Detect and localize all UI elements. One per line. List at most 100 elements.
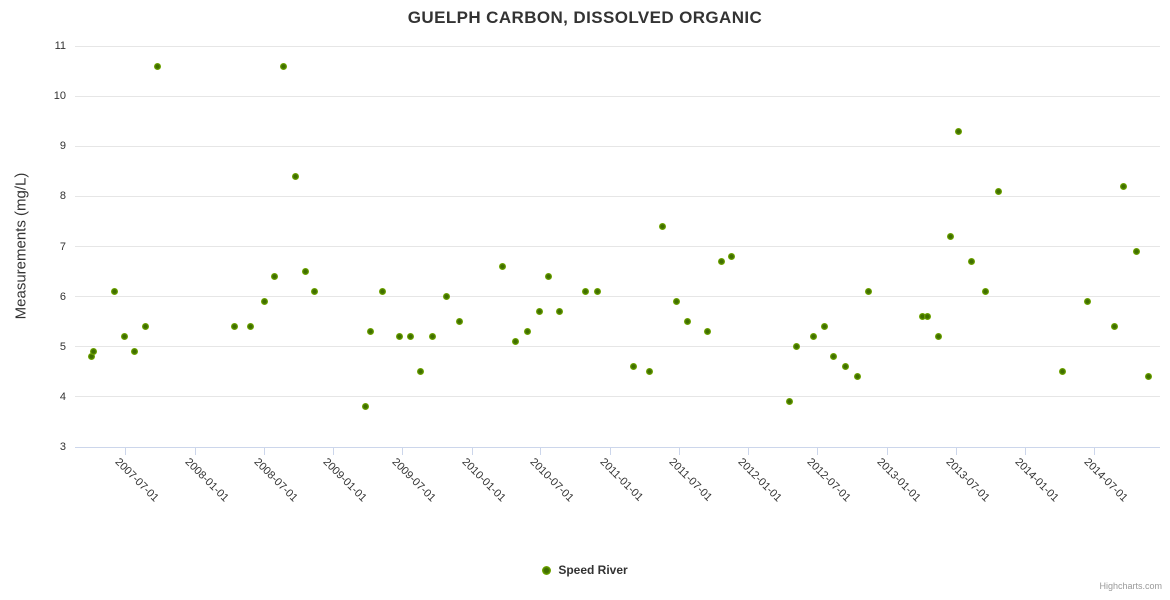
data-point[interactable] [1144,373,1152,381]
x-axis-tick-label: 2014-07-01 [1081,456,1130,505]
x-axis-tick-label: 2008-07-01 [251,456,300,505]
y-axis-tick-label: 3 [59,441,66,453]
data-point[interactable] [683,318,691,326]
x-axis-tick-mark [471,448,473,455]
x-axis-tick-label: 2013-01-01 [874,456,923,505]
data-point[interactable] [594,288,602,296]
data-point[interactable] [301,268,309,276]
data-point[interactable] [865,288,873,296]
x-axis-tick-label: 2013-07-01 [943,456,992,505]
data-point[interactable] [141,323,149,331]
data-point[interactable] [90,348,98,356]
data-point[interactable] [261,298,269,306]
x-axis-tick-label: 2007-07-01 [112,456,161,505]
data-point[interactable] [793,343,801,351]
data-point[interactable] [279,62,287,70]
x-axis-tick-mark [194,448,196,455]
data-point[interactable] [853,373,861,381]
data-point[interactable] [110,288,118,296]
data-point[interactable] [785,398,793,406]
data-point[interactable] [646,368,654,376]
data-point[interactable] [130,348,138,356]
x-axis-tick-label: 2011-01-01 [597,456,646,504]
x-axis-tick-mark [955,448,957,455]
data-point[interactable] [556,308,564,316]
data-point[interactable] [511,338,519,346]
chart-title: GUELPH CARBON, DISSOLVED ORGANIC [407,8,763,27]
x-axis-tick-mark [887,448,889,455]
data-point[interactable] [395,333,403,341]
highcharts-credit-link[interactable]: Highcharts.com [1099,581,1162,591]
data-point[interactable] [416,368,424,376]
data-point[interactable] [428,333,436,341]
y-gridline [75,195,1160,197]
data-point[interactable] [582,288,590,296]
data-point[interactable] [498,263,506,271]
data-point[interactable] [923,313,931,321]
data-point[interactable] [629,363,637,371]
data-point[interactable] [946,232,954,240]
data-point[interactable] [968,258,976,266]
y-gridline [75,145,1160,147]
data-point[interactable] [820,323,828,331]
data-point[interactable] [1120,182,1128,190]
data-point[interactable] [809,333,817,341]
x-axis-tick-mark [125,448,127,455]
data-point[interactable] [842,363,850,371]
data-point[interactable] [442,293,450,301]
data-point[interactable] [406,333,414,341]
x-axis-tick-label: 2012-01-01 [735,456,785,505]
y-axis-tick-label: 11 [54,40,66,52]
x-axis-tick-label: 2008-01-01 [182,456,231,505]
data-point[interactable] [545,273,553,281]
data-point[interactable] [230,323,238,331]
data-point[interactable] [672,298,680,306]
x-axis-tick-mark [817,448,819,455]
y-axis-tick-label: 10 [53,90,66,103]
y-gridline [75,95,1160,97]
x-axis-tick-mark [263,448,265,455]
data-point[interactable] [379,288,387,296]
y-axis-tick-label: 6 [59,290,66,303]
y-axis-tick-label: 9 [59,140,66,153]
data-point[interactable] [523,328,531,336]
data-point[interactable] [120,333,128,341]
x-axis-tick-label: 2009-07-01 [389,456,438,505]
data-point[interactable] [154,62,162,70]
data-point[interactable] [918,313,926,321]
data-point[interactable] [1084,298,1092,306]
x-axis-tick-mark [748,448,750,455]
data-point[interactable] [1058,368,1066,376]
data-point[interactable] [1111,323,1119,331]
data-point[interactable] [704,328,711,336]
data-point[interactable] [362,403,370,411]
series-marker-icon [542,565,552,575]
data-point[interactable] [829,353,837,361]
legend-item-speed-river[interactable]: Speed River [542,563,628,577]
x-axis-tick-label: 2010-07-01 [527,456,577,505]
y-axis-tick-label: 7 [59,240,66,253]
data-point[interactable] [1132,248,1140,255]
data-point[interactable] [292,172,300,180]
data-point[interactable] [995,187,1003,195]
data-point[interactable] [367,328,375,336]
data-point[interactable] [455,318,463,326]
x-axis-tick-label: 2010-01-01 [459,456,508,505]
x-axis-tick-mark [540,448,542,455]
y-axis-tick-label: 5 [59,340,66,353]
data-point[interactable] [311,288,319,296]
x-axis-tick-mark [1025,448,1027,455]
data-point[interactable] [270,273,278,281]
data-point[interactable] [247,323,255,331]
data-point[interactable] [659,222,667,230]
data-point[interactable] [935,333,943,341]
data-point[interactable] [955,127,963,135]
data-point[interactable] [982,288,990,296]
data-point[interactable] [728,253,736,261]
legend-label: Speed River [558,563,628,577]
data-point[interactable] [535,308,543,316]
y-axis-tick-label: 8 [59,190,66,203]
data-point[interactable] [87,353,95,361]
x-axis-tick-mark [1094,448,1096,455]
data-point[interactable] [717,258,725,266]
